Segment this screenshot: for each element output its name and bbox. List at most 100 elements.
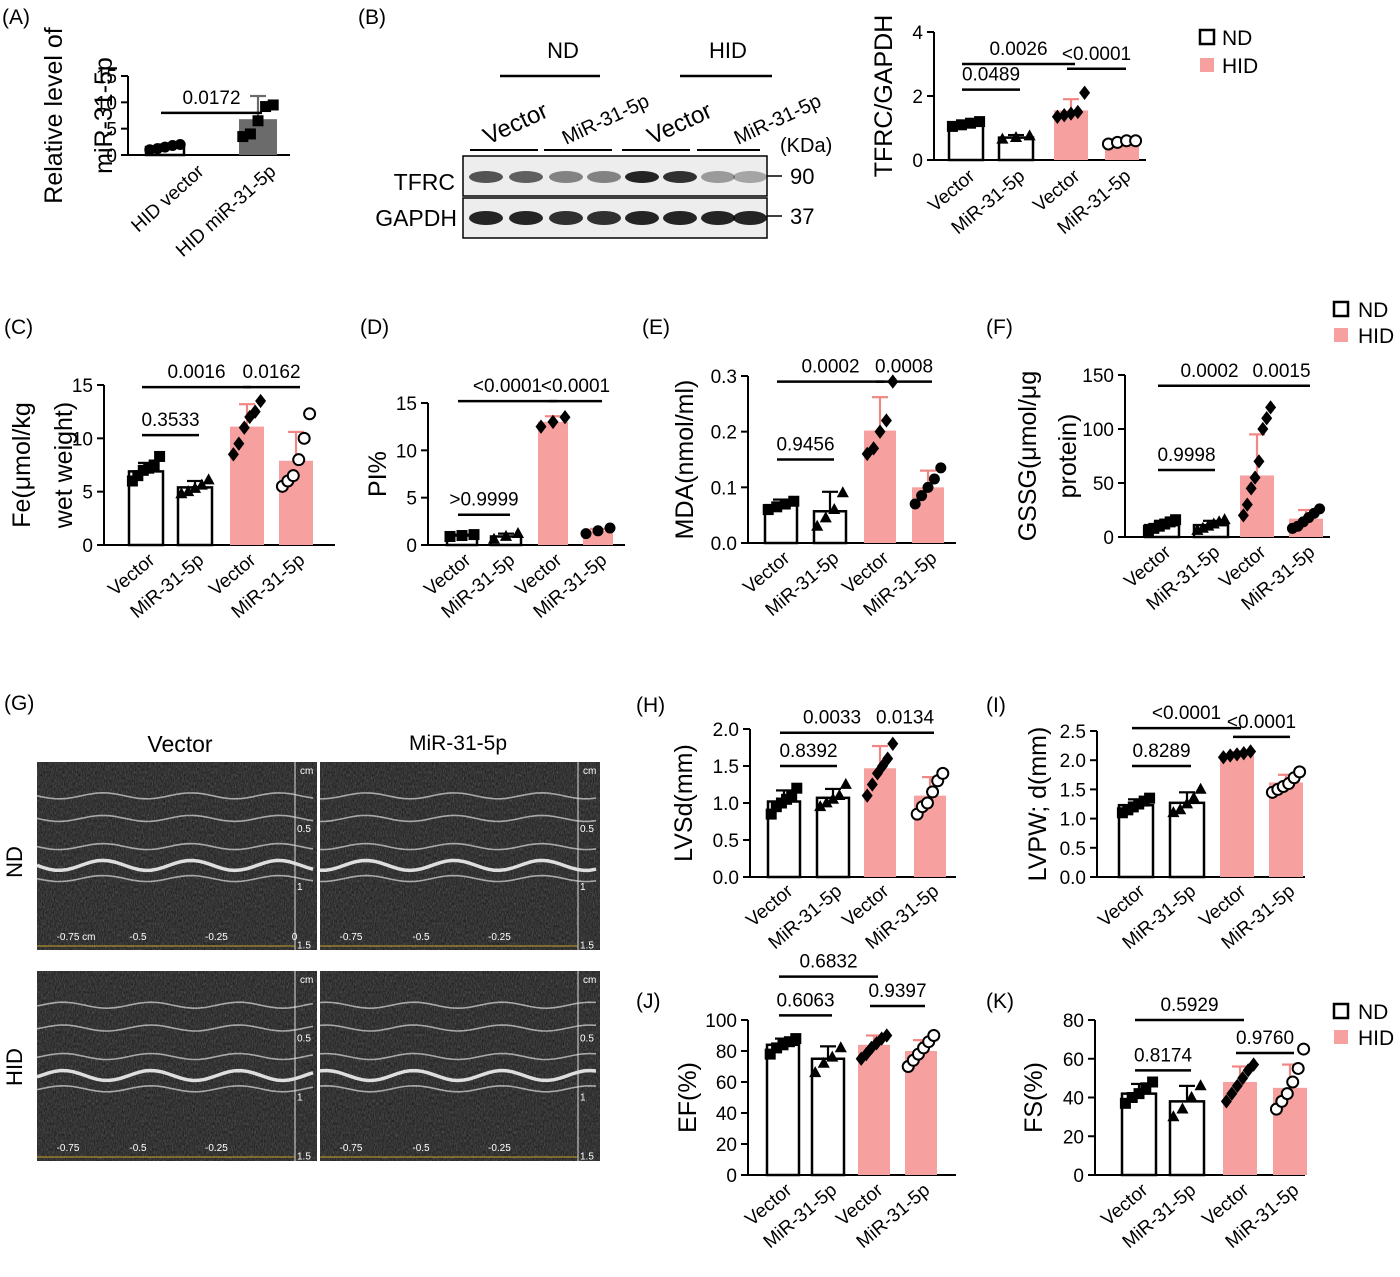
bar-group bbox=[1217, 744, 1257, 877]
p-value-label: 0.0162 bbox=[242, 362, 300, 383]
echo-wall-trace bbox=[319, 791, 597, 800]
y-tick-label: 40 bbox=[1063, 1089, 1084, 1110]
bar-group bbox=[996, 129, 1036, 162]
data-point bbox=[1257, 421, 1269, 437]
p-value-label: <0.0001 bbox=[1152, 703, 1221, 724]
bar-group bbox=[764, 1033, 802, 1177]
data-point bbox=[1241, 497, 1253, 512]
blot-kda-value: 90 bbox=[790, 164, 814, 189]
data-point bbox=[764, 1048, 776, 1060]
p-value-label: 0.9456 bbox=[776, 435, 834, 456]
data-point bbox=[1293, 765, 1307, 779]
panel-label: (D) bbox=[360, 316, 389, 339]
echo-depth-tick: 1 bbox=[580, 1092, 586, 1103]
y-tick-label: 1.0 bbox=[713, 794, 739, 815]
echo-wall-trace bbox=[36, 1001, 314, 1010]
data-point bbox=[866, 777, 878, 792]
blot-band bbox=[509, 171, 543, 183]
y-tick-label: 10 bbox=[72, 429, 93, 450]
data-point bbox=[882, 751, 894, 766]
panel-label: (J) bbox=[636, 990, 661, 1013]
y-tick-label: 0.0 bbox=[713, 868, 739, 889]
echo-wall-trace bbox=[319, 858, 597, 873]
blot-band bbox=[549, 171, 583, 183]
data-point bbox=[1245, 744, 1257, 759]
echo-wall-trace bbox=[319, 1068, 597, 1083]
blot-band bbox=[701, 171, 735, 183]
data-point bbox=[499, 529, 513, 541]
chart-panel-k: (K)020406080FS(%)VectorMiR-31-5pVectorMi… bbox=[986, 990, 1311, 1253]
bar bbox=[538, 421, 568, 545]
y-tick-label: 0.0 bbox=[711, 534, 737, 555]
data-point bbox=[1220, 1094, 1232, 1109]
echo-speckle bbox=[320, 971, 600, 1161]
y-tick-label: 10 bbox=[396, 441, 417, 462]
chart-panel-h: (H)0.00.51.01.52.0LVSd(mm)VectorMiR-31-5… bbox=[636, 694, 956, 954]
y-tick-label: 0.2 bbox=[711, 423, 737, 444]
data-point bbox=[148, 459, 160, 471]
echo-cm-label: cm bbox=[583, 975, 596, 986]
blot-kda-value: 37 bbox=[790, 204, 814, 229]
y-tick-label: 80 bbox=[1063, 1011, 1084, 1032]
echo-wall-trace bbox=[36, 1068, 314, 1083]
data-point bbox=[286, 469, 300, 483]
bar-group bbox=[1286, 503, 1326, 537]
panel-label: (K) bbox=[986, 990, 1014, 1013]
echo-time-tick: -0.75 bbox=[340, 1143, 363, 1154]
bar-group bbox=[765, 782, 803, 879]
data-point bbox=[580, 528, 592, 540]
data-point bbox=[182, 485, 195, 497]
echo-time-tick: -0.25 bbox=[488, 1143, 511, 1154]
echo-depth-tick: 1 bbox=[580, 882, 586, 893]
echo-cm-label: cm bbox=[300, 975, 313, 986]
blot-row-label: TFRC bbox=[394, 169, 455, 195]
y-tick-label: 2.5 bbox=[1060, 722, 1086, 743]
data-point bbox=[771, 1042, 783, 1054]
bar-group bbox=[1269, 1042, 1311, 1175]
data-point bbox=[1237, 1070, 1249, 1086]
bar bbox=[810, 1057, 846, 1177]
data-point bbox=[876, 1031, 888, 1046]
y-axis-label: wet weight) bbox=[50, 402, 78, 529]
y-tick-label: 4 bbox=[912, 23, 923, 44]
legend-hid-label: HID bbox=[1222, 55, 1258, 78]
data-point bbox=[1176, 1102, 1189, 1114]
data-point bbox=[1226, 1086, 1238, 1101]
data-point bbox=[1297, 1042, 1311, 1056]
data-point bbox=[1072, 104, 1084, 120]
bar-group bbox=[1119, 1076, 1159, 1177]
data-point bbox=[955, 119, 967, 131]
blot-band bbox=[587, 211, 621, 225]
data-point bbox=[1265, 400, 1277, 415]
p-value-label: 0.0172 bbox=[182, 88, 240, 109]
data-point bbox=[237, 131, 249, 143]
blot-band bbox=[733, 211, 767, 225]
data-point bbox=[1180, 797, 1194, 809]
p-value-label: 0.6832 bbox=[799, 952, 857, 973]
data-point bbox=[887, 736, 899, 751]
data-point bbox=[249, 404, 261, 419]
legend-hid-label: HID bbox=[1358, 1027, 1394, 1050]
echo-depth-tick: 0.5 bbox=[580, 1034, 594, 1045]
data-point bbox=[1237, 508, 1249, 523]
bar-group bbox=[1220, 1057, 1260, 1175]
bar-group bbox=[855, 1028, 893, 1175]
panel-label: (G) bbox=[4, 692, 34, 715]
echo-depth-tick: 1.5 bbox=[580, 940, 594, 951]
data-point bbox=[1144, 792, 1156, 804]
legend-nd-swatch bbox=[1198, 28, 1216, 46]
blot-band bbox=[733, 171, 767, 183]
data-point bbox=[1291, 1061, 1305, 1075]
blot-band bbox=[701, 211, 735, 225]
echo-speckle bbox=[320, 762, 600, 950]
y-tick-label: 5 bbox=[406, 489, 417, 510]
p-value-label: 0.8174 bbox=[1134, 1045, 1193, 1066]
bar bbox=[765, 1043, 801, 1177]
data-point bbox=[765, 808, 777, 820]
data-point bbox=[1126, 1092, 1138, 1103]
echo-depth-tick: 0.5 bbox=[580, 824, 594, 835]
y-tick-label: 50 bbox=[1093, 474, 1114, 495]
data-point bbox=[974, 116, 986, 128]
data-point bbox=[820, 796, 833, 808]
bar-group bbox=[861, 374, 899, 543]
